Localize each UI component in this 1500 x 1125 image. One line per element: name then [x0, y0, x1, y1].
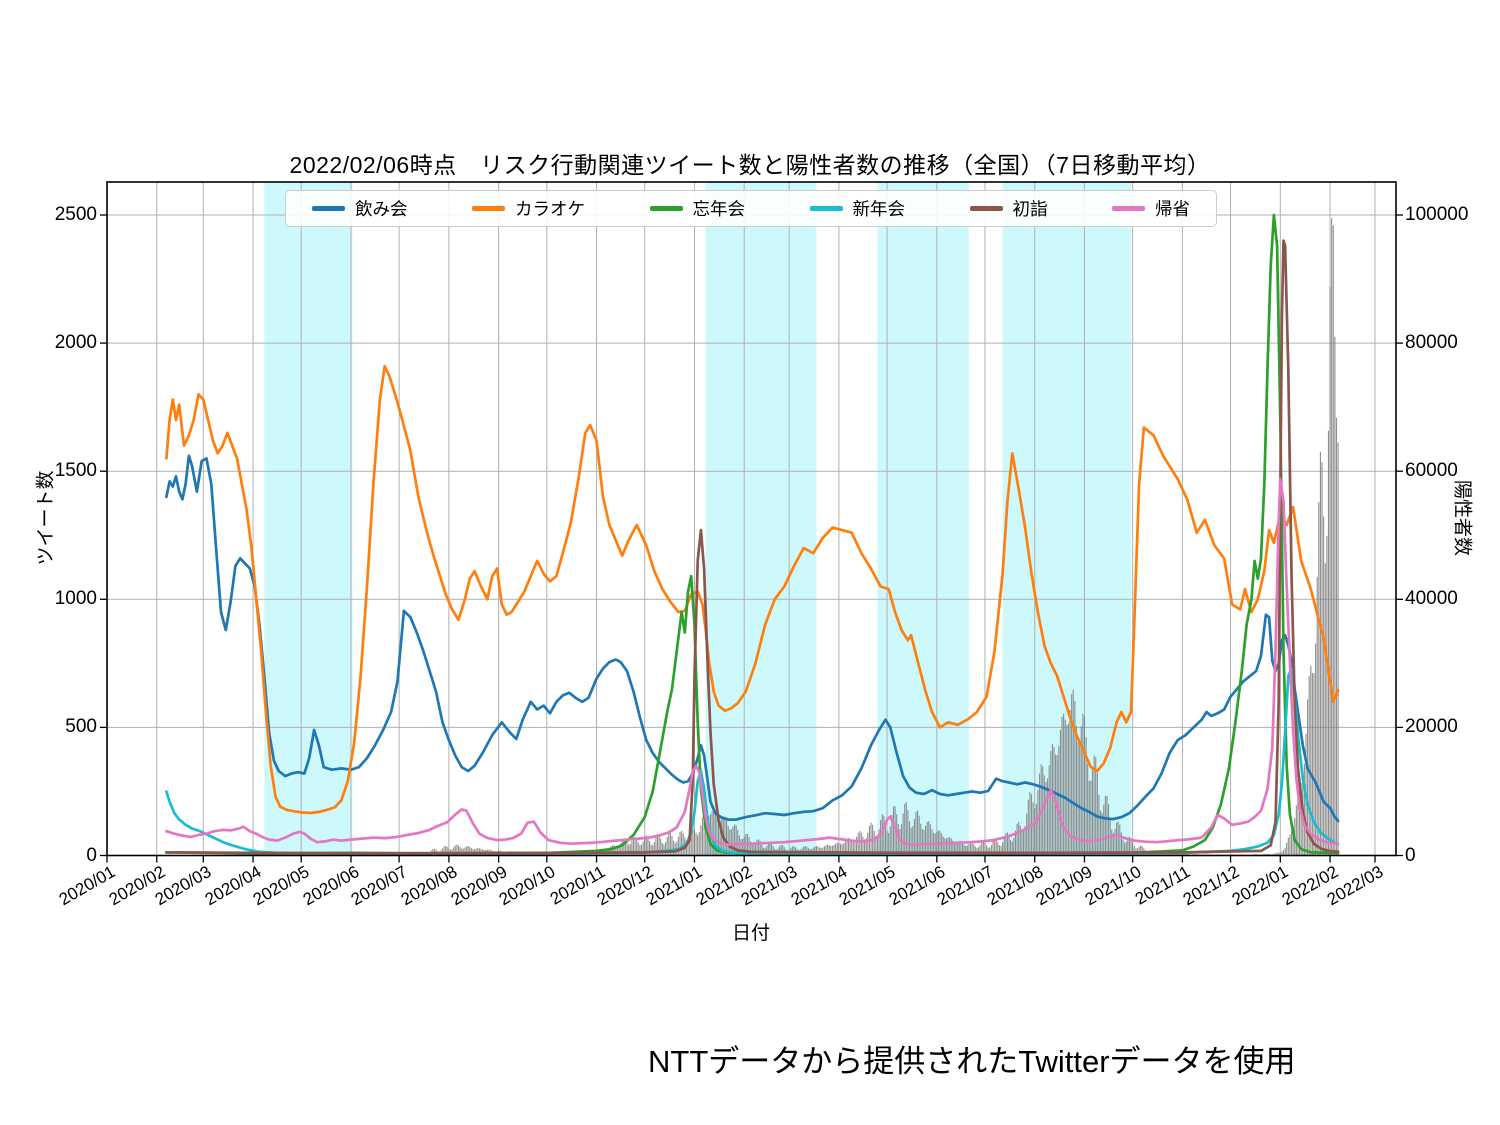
y-tick-label-right: 0 [1405, 844, 1416, 866]
y-tick-label-right: 80000 [1405, 332, 1458, 354]
legend-label: 初詣 [1012, 199, 1048, 219]
legend-label: 帰省 [1155, 199, 1190, 219]
legend-item-0: 飲み会 [312, 196, 408, 221]
legend-item-1: カラオケ [472, 196, 585, 221]
y-axis-label-right: 陽性者数 [1451, 479, 1473, 557]
legend-swatch [1112, 206, 1145, 211]
y-tick-label-right: 40000 [1405, 588, 1458, 610]
y-tick-label-right: 60000 [1405, 460, 1458, 482]
y-tick-label-left: 1500 [54, 460, 97, 482]
line-4 [165, 239, 1340, 855]
legend-swatch [649, 206, 683, 211]
x-axis-label: 日付 [731, 923, 771, 944]
line-1 [165, 364, 1340, 815]
legend-swatch [969, 206, 1003, 211]
y-tick-label-left: 500 [65, 716, 97, 738]
y-axis-label-left: ツイート数 [35, 470, 57, 566]
plot-border [106, 181, 1397, 857]
legend-label: 忘年会 [692, 199, 746, 219]
y-tick-label-right: 100000 [1405, 204, 1469, 225]
y-tick-label-right: 20000 [1405, 716, 1458, 738]
legend-item-4: 初詣 [969, 196, 1048, 221]
y-tick-label-left: 0 [86, 844, 97, 866]
y-tick-label-left: 2000 [54, 332, 97, 354]
legend-label: 新年会 [852, 199, 906, 219]
chart-title: 2022/02/06時点 リスク行動関連ツイート数と陽性者数の推移（全国）（7日… [289, 152, 1211, 178]
legend-item-2: 忘年会 [649, 196, 746, 221]
line-3 [165, 667, 1340, 856]
line-5 [165, 477, 1340, 847]
y-tick-label-left: 1000 [54, 588, 97, 610]
legend-label: 飲み会 [355, 199, 408, 219]
data-source-note: NTTデータから提供されたTwitterデータを使用 [648, 1044, 1296, 1079]
tick-marks [100, 214, 1403, 863]
legend-swatch [809, 206, 843, 211]
y-tick-label-left: 2500 [54, 204, 97, 225]
legend-swatch [472, 206, 505, 211]
legend-swatch [312, 206, 345, 211]
legend-label: カラオケ [515, 199, 585, 219]
legend: 飲み会 カラオケ 忘年会 新年会 初詣 帰省 [285, 190, 1217, 227]
legend-item-3: 新年会 [809, 196, 906, 221]
legend-item-5: 帰省 [1112, 196, 1190, 221]
line-0 [165, 454, 1340, 823]
emergency-bands [264, 182, 1132, 856]
